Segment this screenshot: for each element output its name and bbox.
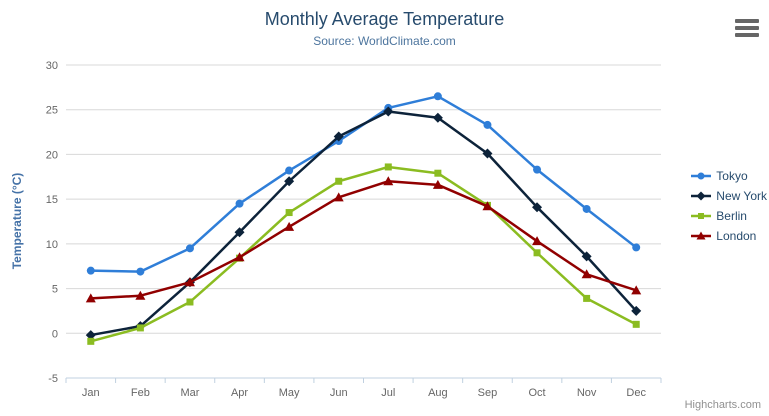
legend-item-berlin[interactable]: Berlin	[691, 206, 767, 226]
y-axis-label: 5	[52, 284, 58, 296]
marker-london[interactable]	[184, 277, 195, 287]
marker-berlin[interactable]	[335, 177, 343, 185]
marker-tokyo[interactable]	[483, 120, 492, 129]
x-axis-label: Apr	[231, 387, 248, 399]
legend-marker-shape[interactable]	[697, 172, 705, 180]
legend-label: Berlin	[716, 209, 747, 223]
marker-london[interactable]	[85, 293, 96, 303]
marker-new-york[interactable]	[85, 330, 96, 341]
legend-marker-shape[interactable]	[696, 231, 706, 240]
marker-new-york[interactable]	[333, 131, 344, 142]
marker-london[interactable]	[383, 176, 394, 186]
marker-london[interactable]	[234, 252, 245, 262]
series-new-york	[85, 106, 642, 341]
legend-marker-shape[interactable]	[698, 213, 705, 219]
x-axis-label: Mar	[180, 387, 199, 399]
series-london	[85, 176, 642, 303]
marker-london[interactable]	[432, 179, 443, 189]
legend-marker-tokyo	[691, 172, 712, 180]
credits-link[interactable]: Highcharts.com	[684, 399, 761, 411]
y-axis-label: 25	[46, 105, 58, 117]
x-axis-label: Aug	[428, 387, 448, 399]
marker-berlin[interactable]	[186, 298, 194, 306]
x-axis-label: Nov	[577, 387, 597, 399]
marker-tokyo[interactable]	[582, 204, 591, 213]
marker-tokyo[interactable]	[136, 267, 145, 276]
series-line-new-york[interactable]	[89, 110, 638, 337]
legend-item-new-york[interactable]: New York	[691, 186, 767, 206]
marker-london[interactable]	[333, 192, 344, 202]
marker-tokyo[interactable]	[86, 266, 95, 275]
y-axis-label: 30	[46, 60, 58, 72]
marker-tokyo[interactable]	[285, 166, 294, 175]
marker-london[interactable]	[135, 290, 146, 300]
legend-label: London	[716, 229, 757, 243]
marker-new-york[interactable]	[234, 227, 245, 238]
series-tokyo	[86, 92, 641, 276]
legend-marker-london	[691, 231, 712, 240]
x-axis-label: Sep	[478, 387, 498, 399]
chart-subtitle: Source: WorldClimate.com	[313, 34, 456, 48]
marker-new-york[interactable]	[581, 251, 592, 262]
x-axis-label: Dec	[626, 387, 646, 399]
y-axis-label: 10	[46, 239, 58, 251]
series-berlin	[87, 163, 640, 345]
x-axis-label: Feb	[131, 387, 150, 399]
y-axis-label: 15	[46, 194, 58, 206]
marker-new-york[interactable]	[432, 112, 443, 123]
marker-tokyo[interactable]	[533, 165, 542, 174]
marker-tokyo[interactable]	[185, 244, 194, 253]
marker-berlin[interactable]	[533, 249, 541, 257]
x-axis-label: Oct	[528, 387, 545, 399]
x-axis-label: May	[279, 387, 300, 399]
legend-marker-shape[interactable]	[696, 191, 706, 201]
y-axis-label: -5	[48, 373, 58, 385]
marker-berlin[interactable]	[632, 320, 640, 328]
marker-berlin[interactable]	[583, 294, 591, 302]
x-axis-label: Jul	[381, 387, 395, 399]
marker-new-york[interactable]	[284, 176, 295, 187]
legend-label: Tokyo	[716, 169, 748, 183]
x-axis-label: Jun	[330, 387, 348, 399]
series-line-london[interactable]	[89, 180, 638, 300]
marker-new-york[interactable]	[383, 106, 394, 117]
legend-label: New York	[716, 189, 767, 203]
marker-london[interactable]	[631, 285, 642, 295]
series-line-berlin[interactable]	[89, 165, 638, 343]
legend-marker-berlin	[691, 213, 712, 219]
marker-london[interactable]	[532, 236, 543, 246]
marker-london[interactable]	[482, 201, 493, 211]
legend: Tokyo New York Berlin London	[691, 166, 767, 246]
marker-london[interactable]	[284, 221, 295, 231]
y-axis-label: 0	[52, 328, 58, 340]
marker-berlin[interactable]	[136, 324, 144, 332]
marker-new-york[interactable]	[532, 202, 543, 213]
marker-tokyo[interactable]	[433, 92, 442, 101]
marker-berlin[interactable]	[384, 163, 392, 171]
marker-berlin[interactable]	[434, 169, 442, 177]
marker-berlin[interactable]	[285, 209, 293, 217]
marker-berlin[interactable]	[87, 337, 95, 345]
chart-title: Monthly Average Temperature	[264, 9, 505, 29]
legend-marker-new-york	[691, 191, 712, 201]
hamburger-icon	[735, 19, 759, 37]
x-axis-label: Jan	[82, 387, 100, 399]
export-menu-button[interactable]	[735, 19, 759, 39]
marker-new-york[interactable]	[631, 305, 642, 316]
legend-item-tokyo[interactable]: Tokyo	[691, 166, 767, 186]
marker-new-york[interactable]	[482, 148, 493, 159]
series-line-tokyo[interactable]	[89, 95, 638, 273]
y-axis-label: 20	[46, 149, 58, 161]
marker-london[interactable]	[581, 269, 592, 279]
marker-tokyo[interactable]	[235, 199, 244, 208]
marker-tokyo[interactable]	[632, 243, 641, 252]
legend-item-london[interactable]: London	[691, 226, 767, 246]
